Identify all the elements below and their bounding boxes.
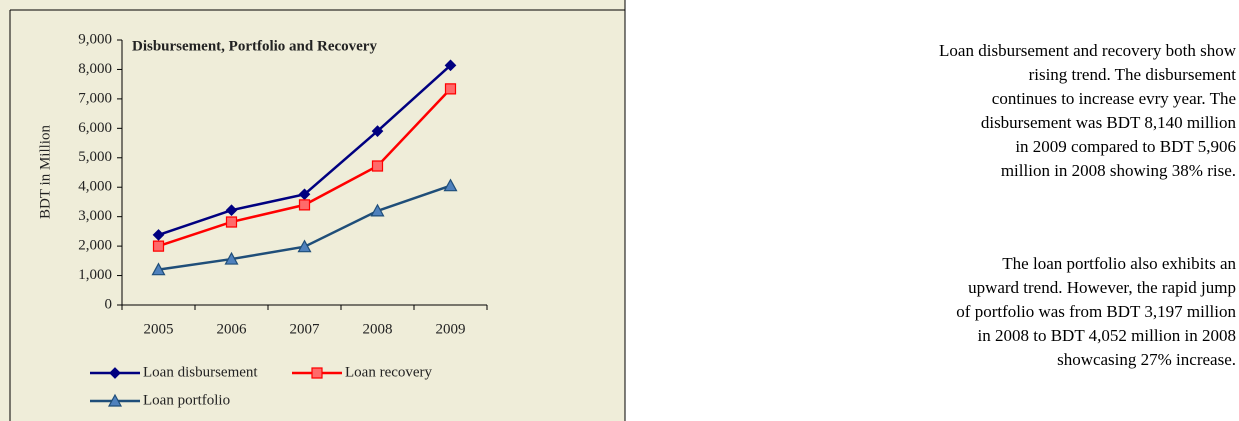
paragraph-line: million in 2008 showing 38% rise. bbox=[1001, 161, 1236, 180]
x-tick-label: 2009 bbox=[436, 321, 466, 337]
data-point bbox=[225, 216, 238, 228]
data-point bbox=[297, 239, 312, 253]
data-point bbox=[443, 178, 458, 192]
paragraph-line: in 2008 to BDT 4,052 million in 2008 bbox=[978, 326, 1236, 345]
x-tick-label: 2005 bbox=[144, 321, 174, 337]
y-tick-label: 6,000 bbox=[78, 120, 112, 136]
data-point bbox=[225, 204, 238, 217]
paragraph-line: showcasing 27% increase. bbox=[1057, 350, 1236, 369]
data-point bbox=[224, 251, 239, 265]
data-point bbox=[151, 262, 166, 276]
y-tick-label: 5,000 bbox=[78, 149, 112, 165]
legend-label: Loan portfolio bbox=[143, 392, 230, 408]
y-tick-label: 0 bbox=[105, 296, 113, 312]
data-point bbox=[371, 125, 384, 137]
paragraph-line: in 2009 compared to BDT 5,906 bbox=[1015, 137, 1236, 156]
y-tick-label: 8,000 bbox=[78, 61, 112, 77]
paragraph-line: upward trend. However, the rapid jump bbox=[968, 278, 1236, 297]
data-point bbox=[152, 229, 165, 241]
y-axis-title: BDT in Million bbox=[37, 125, 53, 219]
paragraph-line: Loan disbursement and recovery both show bbox=[939, 41, 1237, 60]
chart-title: Disbursement, Portfolio and Recovery bbox=[132, 38, 377, 54]
x-tick-label: 2007 bbox=[290, 321, 321, 337]
y-tick-label: 9,000 bbox=[78, 31, 112, 47]
legend-label: Loan recovery bbox=[345, 364, 433, 380]
paragraph-line: continues to increase evry year. The bbox=[992, 89, 1236, 108]
y-tick-label: 1,000 bbox=[78, 267, 112, 283]
data-point bbox=[444, 59, 457, 72]
data-point bbox=[370, 203, 385, 217]
paragraph-line: The loan portfolio also exhibits an bbox=[1002, 254, 1236, 273]
y-tick-label: 2,000 bbox=[78, 238, 112, 254]
legend-marker bbox=[311, 367, 323, 379]
paragraph-line: disbursement was BDT 8,140 million bbox=[981, 113, 1237, 132]
paragraph-line: rising trend. The disbursement bbox=[1029, 65, 1237, 84]
x-tick-label: 2008 bbox=[363, 321, 393, 337]
legend-marker bbox=[107, 393, 123, 407]
data-point bbox=[298, 199, 311, 211]
legend-label: Loan disbursement bbox=[143, 364, 258, 380]
data-point bbox=[444, 83, 457, 95]
y-tick-label: 4,000 bbox=[78, 179, 112, 195]
legend-marker bbox=[109, 367, 121, 379]
y-tick-label: 7,000 bbox=[78, 90, 112, 106]
x-tick-label: 2006 bbox=[217, 321, 248, 337]
paragraph-line: of portfolio was from BDT 3,197 million bbox=[956, 302, 1236, 321]
chart-panel bbox=[0, 0, 625, 421]
y-tick-label: 3,000 bbox=[78, 208, 112, 224]
data-point bbox=[152, 240, 165, 252]
data-point bbox=[371, 160, 384, 172]
